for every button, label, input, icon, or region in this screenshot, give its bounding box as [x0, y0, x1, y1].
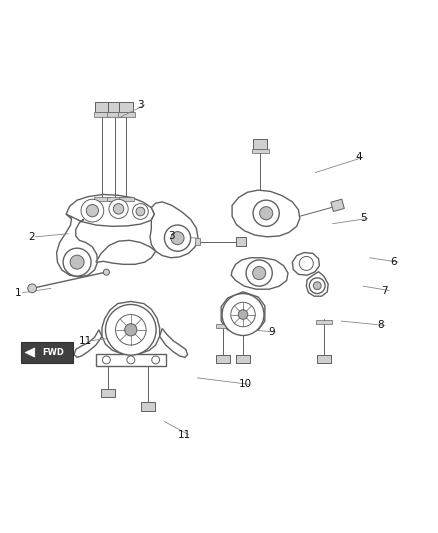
Circle shape	[109, 199, 128, 219]
Circle shape	[231, 302, 255, 327]
Circle shape	[136, 207, 145, 216]
FancyBboxPatch shape	[21, 343, 73, 362]
Circle shape	[133, 204, 148, 220]
Circle shape	[103, 269, 110, 275]
Polygon shape	[66, 195, 154, 227]
Polygon shape	[102, 302, 159, 354]
Circle shape	[299, 256, 313, 270]
Circle shape	[246, 260, 272, 286]
Circle shape	[102, 356, 110, 364]
Polygon shape	[96, 354, 166, 366]
Text: 6: 6	[390, 257, 397, 267]
Bar	[94, 112, 110, 117]
Bar	[216, 354, 230, 364]
Bar	[120, 102, 134, 111]
Bar	[236, 354, 250, 364]
Text: 11: 11	[79, 336, 92, 346]
Text: 8: 8	[377, 320, 384, 330]
Polygon shape	[221, 292, 265, 334]
Circle shape	[81, 199, 104, 222]
Circle shape	[125, 324, 137, 336]
Bar	[107, 197, 123, 201]
Bar	[95, 102, 109, 111]
Circle shape	[164, 225, 191, 251]
Bar	[254, 139, 268, 149]
Circle shape	[127, 356, 135, 364]
Polygon shape	[150, 202, 198, 258]
Bar	[108, 102, 122, 111]
Circle shape	[63, 248, 91, 276]
Bar	[235, 324, 251, 328]
Bar	[107, 112, 124, 117]
Text: 1: 1	[15, 288, 21, 298]
Circle shape	[313, 282, 321, 289]
Circle shape	[238, 310, 248, 319]
Text: FWD: FWD	[42, 348, 64, 357]
Circle shape	[260, 207, 273, 220]
Polygon shape	[96, 240, 155, 264]
Polygon shape	[25, 348, 35, 357]
Text: 10: 10	[239, 379, 252, 390]
Bar	[316, 320, 332, 324]
Polygon shape	[231, 258, 288, 289]
Bar	[195, 238, 200, 245]
Bar	[94, 197, 110, 201]
Polygon shape	[232, 190, 300, 237]
Bar	[317, 354, 331, 364]
Bar	[252, 149, 269, 153]
Circle shape	[116, 314, 146, 345]
Text: 3: 3	[168, 231, 174, 241]
Polygon shape	[57, 214, 98, 277]
Circle shape	[253, 266, 266, 280]
Text: 2: 2	[28, 232, 35, 242]
Text: 11: 11	[177, 430, 191, 440]
Text: 5: 5	[360, 214, 367, 223]
Circle shape	[253, 200, 279, 227]
Circle shape	[86, 205, 99, 217]
Text: 3: 3	[137, 100, 144, 110]
Circle shape	[70, 255, 84, 269]
Bar	[101, 389, 115, 398]
Bar	[118, 112, 135, 117]
Circle shape	[152, 356, 159, 364]
Polygon shape	[74, 330, 102, 357]
Bar	[119, 197, 134, 201]
Polygon shape	[292, 253, 319, 275]
Polygon shape	[306, 272, 328, 296]
Bar	[215, 324, 231, 328]
Circle shape	[222, 294, 264, 335]
Circle shape	[106, 304, 156, 355]
Bar	[331, 199, 344, 212]
Polygon shape	[159, 328, 187, 357]
Circle shape	[28, 284, 36, 293]
Bar	[141, 402, 155, 410]
Text: 9: 9	[268, 327, 275, 337]
Text: 7: 7	[381, 286, 388, 295]
Bar	[237, 237, 246, 246]
Circle shape	[113, 204, 124, 214]
Text: 4: 4	[355, 152, 362, 163]
Circle shape	[309, 278, 325, 294]
Circle shape	[171, 231, 184, 245]
